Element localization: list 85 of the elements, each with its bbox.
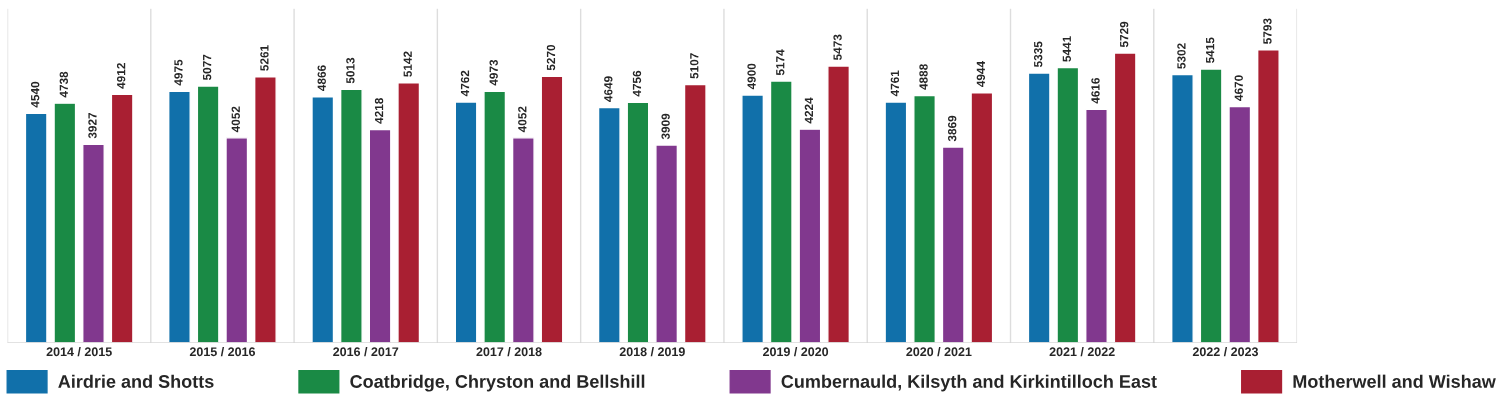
bar: [741, 94, 765, 343]
data-label: 5107: [690, 53, 699, 79]
bar: [311, 96, 335, 343]
bar: [913, 94, 936, 343]
bar: [769, 80, 793, 343]
bar: [196, 85, 220, 343]
bar: [483, 90, 507, 343]
x-tick-label: 2014 / 2015: [46, 346, 112, 357]
x-tick-label: 2022 / 2023: [1192, 346, 1259, 357]
data-label: 4762: [460, 70, 470, 97]
bar: [540, 75, 564, 343]
bar: [1113, 52, 1137, 343]
legend-label: Airdrie and Shotts: [58, 374, 214, 388]
data-label: 3869: [948, 115, 957, 142]
x-tick-label: 2019 / 2020: [763, 346, 829, 357]
bar: [827, 65, 851, 343]
bar: [397, 82, 421, 343]
bar: [626, 101, 650, 343]
data-label: 4888: [919, 64, 928, 90]
data-label: 5302: [1177, 43, 1186, 69]
bar: [884, 101, 908, 343]
bar: [1171, 73, 1194, 343]
data-label: 4052: [231, 106, 240, 133]
data-label: 5077: [202, 54, 212, 81]
bar: [53, 102, 77, 343]
bar: [941, 146, 965, 343]
bar: [1027, 72, 1051, 343]
data-label: 4944: [976, 61, 986, 88]
data-label: 4866: [317, 65, 326, 91]
data-label: 5270: [546, 44, 556, 71]
bar: [655, 144, 679, 343]
data-label: 4756: [632, 70, 642, 97]
legend-label: Coatbridge, Chryston and Bellshill: [350, 374, 645, 392]
data-label: 5415: [1206, 37, 1215, 64]
bar: [110, 93, 134, 343]
bar: [339, 88, 363, 343]
bar: [368, 128, 392, 343]
x-tick-label: 2017 / 2018: [476, 346, 542, 357]
data-label: 4761: [890, 70, 900, 97]
data-label: 5441: [1062, 36, 1071, 62]
data-label: 4900: [747, 63, 756, 90]
data-label: 5142: [403, 51, 412, 77]
bar: [253, 76, 277, 343]
bar: [1056, 66, 1080, 343]
bar: [511, 137, 535, 343]
legend-label: Cumbernauld, Kilsyth and Kirkintilloch East: [781, 374, 1157, 392]
legend-label: Motherwell and Wishaw: [1293, 374, 1496, 388]
data-label: 4975: [174, 59, 183, 86]
bar: [24, 112, 48, 343]
bar: [1085, 108, 1108, 343]
x-tick-label: 2016 / 2017: [333, 346, 399, 357]
data-label: 4670: [1234, 75, 1243, 101]
data-label: 5174: [776, 49, 785, 76]
data-label: 5261: [260, 45, 269, 71]
data-label: 4218: [374, 98, 384, 124]
data-label: 5793: [1263, 18, 1272, 44]
data-label: 4738: [59, 71, 69, 98]
data-label: 4912: [116, 63, 126, 89]
bar: [798, 128, 822, 343]
bar: [168, 90, 191, 343]
data-label: 5013: [346, 57, 355, 84]
x-tick-label: 2018 / 2019: [619, 346, 685, 357]
bar: [1228, 105, 1252, 343]
bar: [1256, 49, 1280, 343]
x-tick-label: 2015 / 2016: [189, 346, 256, 357]
data-label: 4540: [30, 81, 40, 108]
data-label: 3909: [661, 113, 670, 140]
bar: [225, 137, 249, 343]
bar: [1199, 68, 1223, 343]
data-label: 3927: [88, 112, 97, 139]
bar: [683, 83, 707, 343]
bar: [970, 92, 994, 343]
data-label: 5473: [833, 34, 842, 61]
x-tick-label: 2020 / 2021: [906, 346, 972, 357]
data-label: 4649: [604, 76, 613, 102]
bar: [82, 143, 105, 343]
data-label: 4052: [518, 106, 527, 133]
bar: [597, 106, 621, 343]
data-label: 4973: [489, 59, 498, 86]
bar: [454, 101, 478, 343]
data-label: 5335: [1033, 41, 1043, 68]
data-label: 4616: [1091, 77, 1100, 104]
data-label: 5729: [1119, 21, 1129, 48]
data-label: 4224: [804, 97, 813, 124]
x-tick-label: 2021 / 2022: [1049, 346, 1115, 357]
